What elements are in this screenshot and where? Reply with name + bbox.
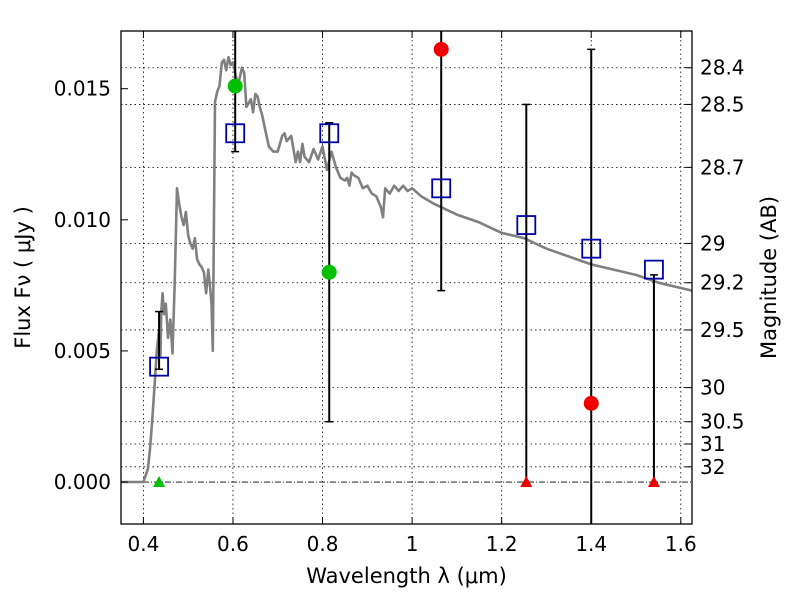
observed-flux-point	[581, 238, 602, 259]
upper-limit-marker	[520, 476, 533, 488]
y-tick-label: 0.010	[54, 208, 111, 232]
right-tick-label: 28.5	[700, 92, 745, 116]
observed-flux-point	[319, 123, 340, 144]
y-ticks: 0.000 0.005 0.010 0.015	[54, 77, 128, 494]
model-spectrum-line	[121, 55, 693, 484]
y-tick-label: 0.000	[54, 470, 111, 494]
observed-flux-point	[225, 123, 246, 144]
model-flux-point	[321, 264, 337, 280]
y-tick-label: 0.005	[54, 339, 111, 363]
right-tick-label: 30	[700, 376, 725, 400]
plot-frame	[120, 30, 693, 525]
x-tick-label: 1	[406, 532, 419, 556]
model-flux-point	[583, 395, 599, 411]
x-tick-label: 0.6	[217, 532, 249, 556]
upper-limit-marker	[647, 476, 660, 488]
model-flux-point	[227, 78, 243, 94]
observed-flux-point	[516, 215, 537, 235]
right-tick-label: 30.5	[700, 410, 745, 434]
upper-limit-marker	[153, 476, 166, 488]
error-bars	[155, 31, 658, 524]
y-axis-label: Flux Fν ( μJy )	[11, 206, 35, 349]
x-tick-label: 1.2	[486, 532, 518, 556]
observed-flux-point	[431, 178, 452, 199]
right-tick-label: 32	[700, 455, 725, 479]
right-axis-label: Magnitude (AB)	[757, 196, 781, 359]
x-ticks: 0.4 0.6 0.8 1 1.2 1.4 1.6	[127, 31, 697, 556]
x-axis-label: Wavelength λ (μm)	[306, 564, 507, 588]
x-tick-label: 0.4	[127, 532, 159, 556]
model-flux-point	[433, 41, 449, 57]
model-spectrum-layer	[121, 55, 693, 484]
x-tick-label: 1.4	[575, 532, 607, 556]
x-tick-label: 0.8	[307, 532, 339, 556]
observed-flux-point	[149, 356, 169, 377]
x-tick-label: 1.6	[665, 532, 697, 556]
right-tick-label: 28.7	[700, 155, 745, 179]
right-tick-label: 31	[700, 432, 725, 456]
right-tick-label: 28.4	[700, 56, 745, 80]
markers	[149, 41, 664, 488]
y-tick-label: 0.015	[54, 77, 111, 101]
right-tick-label: 29	[700, 231, 725, 255]
observed-flux-point	[644, 259, 664, 280]
right-tick-label: 29.2	[700, 271, 745, 295]
right-tick-label: 29.5	[700, 318, 745, 342]
